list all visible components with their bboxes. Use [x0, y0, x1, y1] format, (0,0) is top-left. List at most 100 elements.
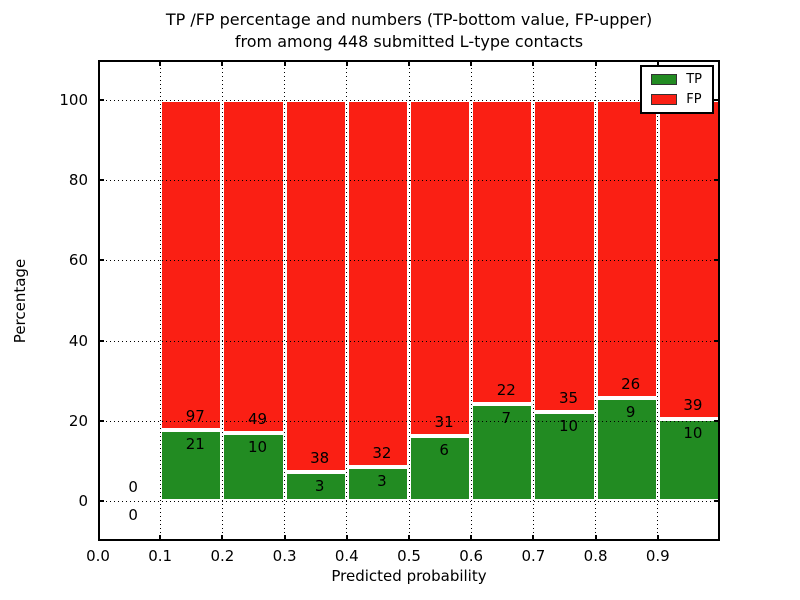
y-tick-mark: [98, 259, 104, 262]
fp-bar-segment: [222, 100, 285, 433]
vertical-gridline: [408, 60, 410, 541]
legend-label-fp: FP: [686, 92, 702, 107]
vertical-gridline: [532, 60, 534, 541]
x-tick-mark: [221, 60, 224, 66]
fp-color-swatch: [651, 94, 678, 105]
tp-count-label: 9: [625, 402, 636, 421]
tp-bar-segment: [346, 466, 409, 501]
x-tick-mark: [594, 535, 597, 541]
y-tick-label: 40: [68, 331, 88, 350]
x-tick-label: 0.5: [397, 547, 421, 565]
y-tick-mark: [714, 339, 720, 342]
tp-bar-segment: [160, 429, 223, 501]
horizontal-gridline: [98, 180, 720, 182]
chart-title: TP /FP percentage and numbers (TP-bottom…: [98, 9, 720, 53]
y-tick-label: 20: [68, 411, 88, 430]
fp-bar-segment: [160, 100, 223, 430]
fp-count-label: 35: [558, 388, 579, 407]
tp-bar-segment: [657, 419, 720, 501]
tp-bar-segment: [595, 397, 658, 501]
tp-count-label: 0: [128, 505, 138, 524]
y-tick-mark: [714, 419, 720, 422]
vertical-gridline: [346, 60, 348, 541]
x-tick-mark: [283, 60, 286, 66]
chart-title-line-2: from among 448 submitted L-type contacts: [234, 32, 584, 51]
y-tick-label: 60: [68, 251, 88, 270]
x-tick-mark: [532, 60, 535, 66]
x-axis-label: Predicted probability: [331, 567, 487, 585]
x-tick-mark: [656, 535, 659, 541]
x-tick-label: 0.7: [521, 547, 546, 565]
tp-bar-segment: [409, 435, 472, 501]
tp-count-label: 3: [314, 476, 325, 495]
fp-count-label: 31: [434, 412, 454, 431]
fp-count-label: 49: [247, 409, 268, 428]
tp-count-label: 10: [683, 424, 703, 443]
vertical-gridline: [221, 60, 223, 541]
y-tick-mark: [714, 99, 720, 102]
x-tick-label: 0.4: [334, 547, 359, 565]
horizontal-gridline: [98, 340, 720, 342]
x-tick-mark: [283, 535, 286, 541]
x-tick-label: 0.1: [148, 547, 173, 565]
plot-area: TP FP 0 0 97 21 49 10 38 3 32 3 31 6 22 7 35 10 26 9 39 10: [98, 60, 720, 541]
y-tick-mark: [714, 499, 720, 502]
tp-count-label: 7: [501, 409, 512, 428]
y-tick-label: 80: [68, 171, 88, 190]
fp-bar-segment: [595, 100, 658, 398]
x-tick-label: 0.8: [583, 547, 608, 565]
y-tick-mark: [98, 339, 104, 342]
y-tick-mark: [98, 99, 104, 102]
vertical-gridline: [657, 60, 659, 541]
tp-bar-segment: [533, 411, 596, 501]
x-tick-mark: [408, 60, 410, 66]
x-tick-label: 0.0: [86, 547, 110, 565]
x-tick-mark: [159, 60, 162, 66]
horizontal-gridline: [98, 420, 720, 422]
tp-bar-segment: [471, 404, 534, 501]
tp-count-label: 3: [377, 471, 387, 490]
horizontal-gridline: [98, 100, 720, 102]
y-tick-mark: [98, 179, 104, 182]
vertical-gridline: [159, 60, 161, 541]
y-tick-mark: [98, 499, 104, 502]
x-tick-label: 0.9: [645, 547, 670, 565]
y-axis-label-area: Percentage: [8, 60, 32, 541]
y-tick-label: 0: [78, 491, 88, 510]
fp-bar-segment: [346, 100, 409, 467]
tp-color-swatch: [651, 74, 678, 85]
chart-title-line-1: TP /FP percentage and numbers (TP-bottom…: [165, 10, 653, 29]
legend-label-tp: TP: [686, 72, 702, 87]
x-tick-mark: [656, 60, 659, 66]
x-tick-label: 0.2: [210, 547, 235, 565]
y-tick-mark: [98, 419, 104, 422]
x-tick-mark: [159, 535, 162, 541]
fp-count-label: 97: [185, 406, 205, 425]
x-tick-mark: [408, 535, 410, 541]
tp-count-label: 21: [185, 434, 205, 453]
x-tick-mark: [345, 60, 348, 66]
fp-count-label: 39: [683, 396, 703, 415]
fp-bar-segment: [284, 100, 347, 472]
tp-bar-segment: [284, 471, 347, 501]
x-tick-mark: [345, 535, 348, 541]
legend-item-tp: TP: [651, 73, 702, 86]
fp-count-label: 26: [621, 374, 641, 393]
tp-bar-segment: [222, 432, 285, 501]
fp-bar-segment: [533, 100, 596, 412]
fp-count-label: 22: [496, 381, 516, 400]
x-tick-mark: [470, 535, 473, 541]
fp-count-label: 38: [310, 448, 330, 467]
vertical-gridline: [284, 60, 286, 541]
fp-bar-segment: [471, 100, 534, 405]
y-tick-label: 100: [59, 91, 88, 110]
tp-count-label: 10: [247, 437, 268, 456]
x-tick-mark: [532, 535, 535, 541]
fp-count-label: 0: [128, 477, 138, 496]
x-tick-mark: [470, 60, 473, 66]
fp-count-label: 32: [372, 443, 392, 462]
vertical-gridline: [470, 60, 472, 541]
legend-item-fp: FP: [651, 93, 702, 106]
x-tick-label: 0.6: [459, 547, 484, 565]
